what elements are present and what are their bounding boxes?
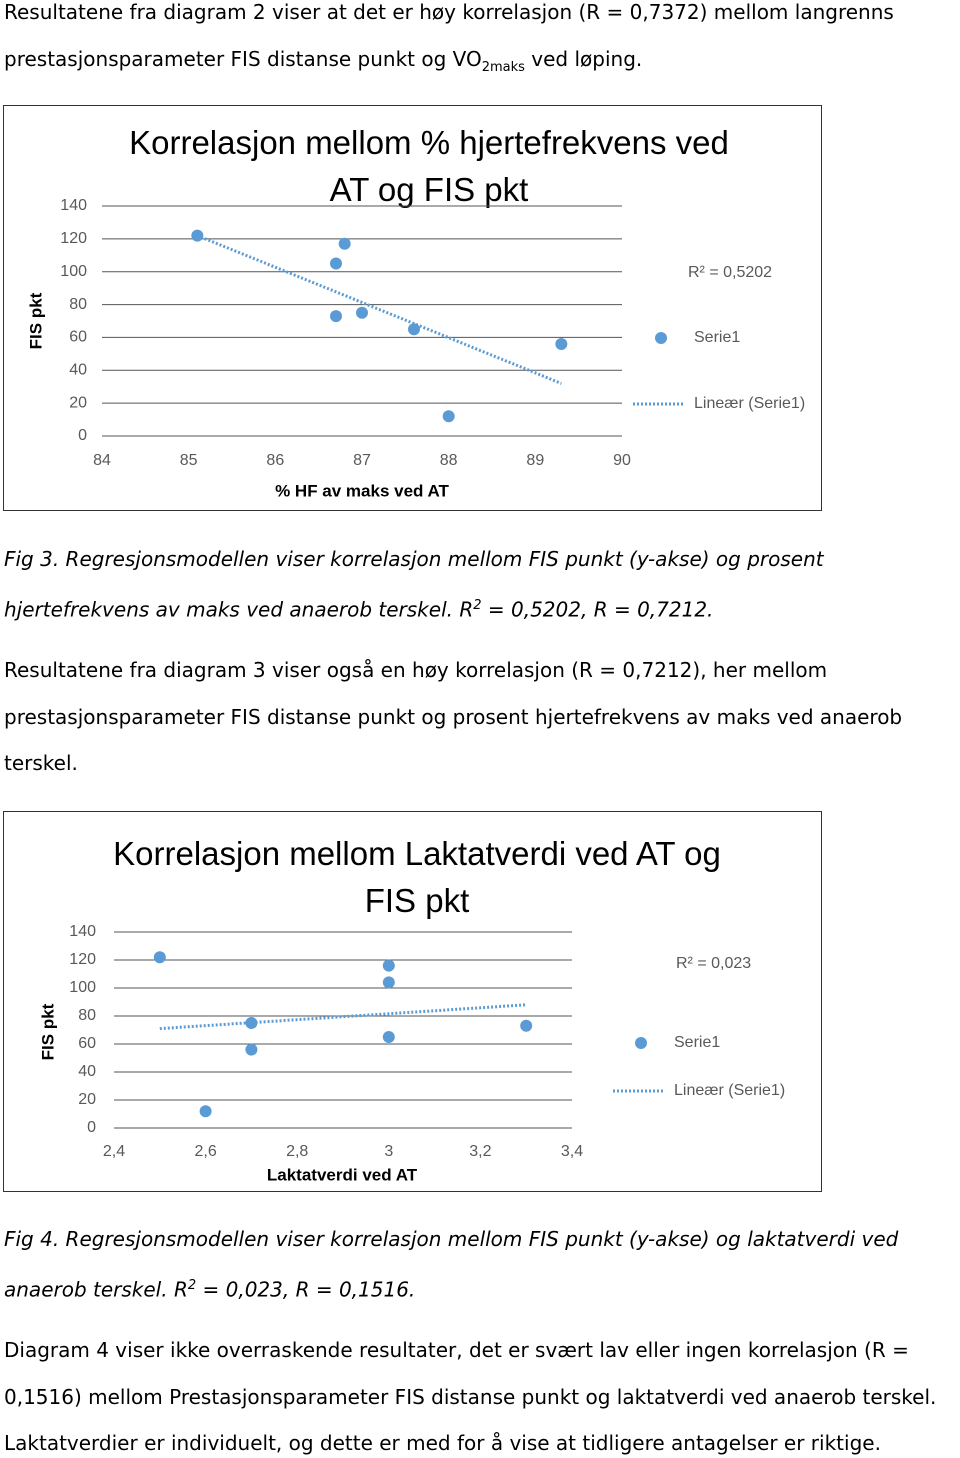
subscript: 2maks [481,59,525,75]
y-tick-label: 100 [60,263,87,280]
text: = 0,5202, R = 0,7212. [481,597,714,622]
y-tick-label: 20 [69,394,87,411]
x-tick-label: 84 [93,452,111,469]
x-tick-label: 85 [180,452,198,469]
legend-label: Serie1 [674,1034,720,1051]
y-tick-label: 40 [69,362,87,379]
data-point [245,1017,258,1029]
trend-line [159,1003,527,1031]
x-tick-label: 90 [613,452,631,469]
text: Resultatene fra diagram 2 viser at det e… [4,0,894,71]
data-point [382,1031,395,1043]
x-tick-label: 2,8 [286,1143,308,1160]
superscript: 2 [473,597,482,613]
paragraph: Resultatene fra diagram 3 viser også en … [4,658,903,775]
y-tick-label: 100 [69,979,96,996]
data-point [338,237,351,250]
chart: 0 20 40 60 80 100 120 140 2,4 2,6 2,8 3 3,2 3,4 Laktat… [38,923,785,1184]
text: Fig 3. Regresjonsmodellen viser korrelas… [4,547,824,622]
superscript: 2 [187,1277,197,1293]
intro: Resultatene fra diagram 2 viser at det e… [4,0,956,91]
x-tick-label: 2,4 [103,1143,125,1160]
data-point [330,310,342,323]
annotation: R² = 0,5202 [688,264,772,281]
y-tick-label: 60 [78,1035,96,1052]
x-tick-label: 89 [526,452,544,469]
text: = 0,023, R = 0,1516. [196,1277,416,1302]
legend-marker [635,1037,647,1049]
y-tick-label: 0 [87,1119,96,1136]
chart-title: Korrelasjon mellom Laktatverdi ved AT og… [113,835,721,919]
x-tick-label: 88 [440,452,458,469]
x-axis-label: % HF av maks ved AT [275,481,449,500]
data-point [408,323,420,336]
y-axis-label: FIS pkt [38,1003,57,1060]
data-point [382,976,395,989]
text: Fig 4. Regresjonsmodellen viser korrelas… [4,1227,899,1302]
data-point [442,410,455,423]
trend-line [196,234,562,385]
data-point [199,1105,212,1118]
text: ved løping. [524,46,643,71]
y-tick-label: 140 [60,197,87,214]
figure-caption: Fig 3. Regresjonsmodellen viser korrelas… [4,536,956,633]
y-tick-label: 20 [78,1091,96,1108]
y-axis-label: FIS pkt [26,292,45,349]
legend-label: Serie1 [694,329,740,346]
chart-frame: Korrelasjon mellom % hjertefrekvens ved … [3,105,822,511]
y-tick-label: 80 [69,296,87,313]
y-tick-label: 0 [78,427,87,444]
x-tick-label: 87 [353,452,371,469]
y-tick-label: 60 [69,329,87,346]
figure-caption: Fig 4. Regresjonsmodellen viser korrelas… [4,1216,956,1313]
x-tick-label: 3,2 [469,1143,491,1160]
legend-label: Lineær (Serie1) [674,1082,785,1099]
annotation: R² = 0,023 [676,955,751,972]
x-tick-label: 86 [266,452,284,469]
data-point [356,306,368,319]
data-point [520,1019,533,1032]
data-point [245,1043,258,1056]
data-point [153,951,166,964]
x-axis-label: Laktatverdi ved AT [267,1165,418,1184]
chart: 0 20 40 60 80 100 120 140 84 85 86 87 88 89 90 % HF av … [26,197,805,500]
legend-marker [655,332,667,344]
y-tick-label: 40 [78,1063,96,1080]
data-point [330,257,342,270]
y-tick-label: 80 [78,1007,96,1024]
x-tick-label: 3 [384,1143,393,1160]
legend-label: Lineær (Serie1) [694,395,805,412]
data-point [382,959,395,972]
x-tick-label: 3,4 [561,1143,583,1160]
data-point [555,338,568,350]
x-tick-label: 2,6 [194,1143,216,1160]
paragraph: Diagram 4 viser ikke overraskende result… [4,1338,937,1455]
y-tick-label: 140 [69,923,96,940]
chart-title: Korrelasjon mellom % hjertefrekvens ved … [129,124,729,208]
y-tick-label: 120 [69,951,96,968]
chart-frame: Korrelasjon mellom Laktatverdi ved AT og… [3,811,822,1192]
y-tick-label: 120 [60,230,87,247]
